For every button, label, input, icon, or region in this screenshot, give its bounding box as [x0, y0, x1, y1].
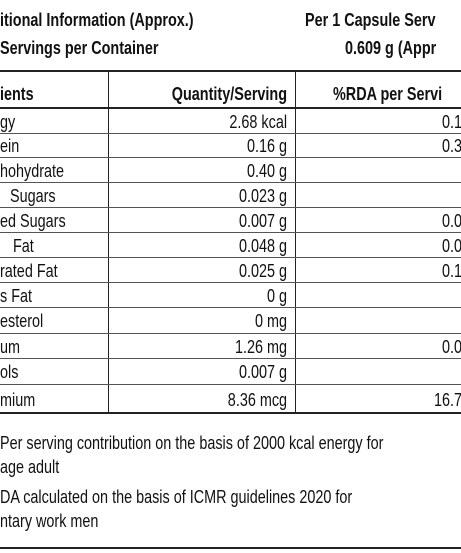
nutrient-name: ols	[0, 362, 19, 382]
rda-percent: 0.0	[441, 336, 461, 357]
rule	[0, 547, 461, 549]
rule	[0, 412, 461, 414]
rda-percent: 0.0	[441, 235, 461, 256]
nutrient-name: ein	[0, 136, 20, 156]
rda-percent: 0.0	[441, 210, 461, 231]
quantity: 0.007 g	[238, 210, 287, 231]
row-rule	[0, 232, 461, 233]
header-title: itional Information (Approx.)	[0, 10, 194, 30]
row-rule	[0, 257, 461, 258]
quantity: 0.16 g	[246, 136, 287, 156]
column-header: ients	[0, 84, 34, 104]
nutrient-name: um	[0, 336, 21, 357]
rda-percent: 0.3	[441, 136, 461, 156]
nutrient-name: esterol	[0, 311, 44, 331]
quantity: 0.048 g	[238, 235, 287, 256]
quantity: 0.40 g	[246, 160, 287, 181]
rda-percent: 0.1	[441, 111, 461, 132]
row-rule	[0, 358, 461, 359]
quantity: 2.68 kcal	[229, 111, 287, 132]
header-weight: 0.609 g (Appr	[345, 38, 437, 58]
row-rule	[0, 157, 461, 158]
row-rule	[0, 182, 461, 183]
nutrient-name: rated Fat	[0, 260, 58, 281]
footnote: DA calculated on the basis of ICMR guide…	[0, 487, 353, 507]
quantity: 0.023 g	[238, 185, 287, 206]
nutrient-name: mium	[0, 389, 36, 410]
nutrient-name: gy	[0, 111, 16, 132]
quantity: 0 g	[266, 285, 287, 306]
column-header: %RDA per Servi	[333, 84, 443, 104]
nutrient-name: hohydrate	[0, 160, 65, 181]
quantity: 0.007 g	[238, 362, 287, 382]
row-rule	[0, 333, 461, 334]
nutrient-name: Sugars	[10, 185, 56, 206]
row-rule	[0, 207, 461, 208]
quantity: 8.36 mcg	[227, 389, 287, 410]
nutrient-name: Fat	[13, 235, 34, 256]
quantity: 1.26 mg	[234, 336, 287, 357]
header-servings: Servings per Container	[0, 38, 159, 58]
nutrient-name: s Fat	[0, 285, 33, 306]
nutrient-name: ed Sugars	[0, 210, 66, 231]
rule	[0, 70, 461, 72]
quantity: 0.025 g	[238, 260, 287, 281]
row-rule	[0, 282, 461, 283]
column-rule	[295, 72, 296, 413]
header-title: Per 1 Capsule Serv	[305, 10, 436, 30]
footnote: age adult	[0, 457, 60, 477]
footnote: ntary work men	[0, 511, 99, 531]
rule	[0, 107, 461, 109]
rda-percent: 16.7	[433, 389, 461, 410]
row-rule	[0, 307, 461, 308]
footnote: Per serving contribution on the basis of…	[0, 433, 384, 453]
row-rule	[0, 133, 461, 134]
column-rule	[108, 72, 109, 413]
quantity: 0 mg	[254, 311, 287, 331]
row-rule	[0, 384, 461, 385]
column-header: Quantity/Serving	[171, 84, 287, 104]
rda-percent: 0.1	[441, 260, 461, 281]
